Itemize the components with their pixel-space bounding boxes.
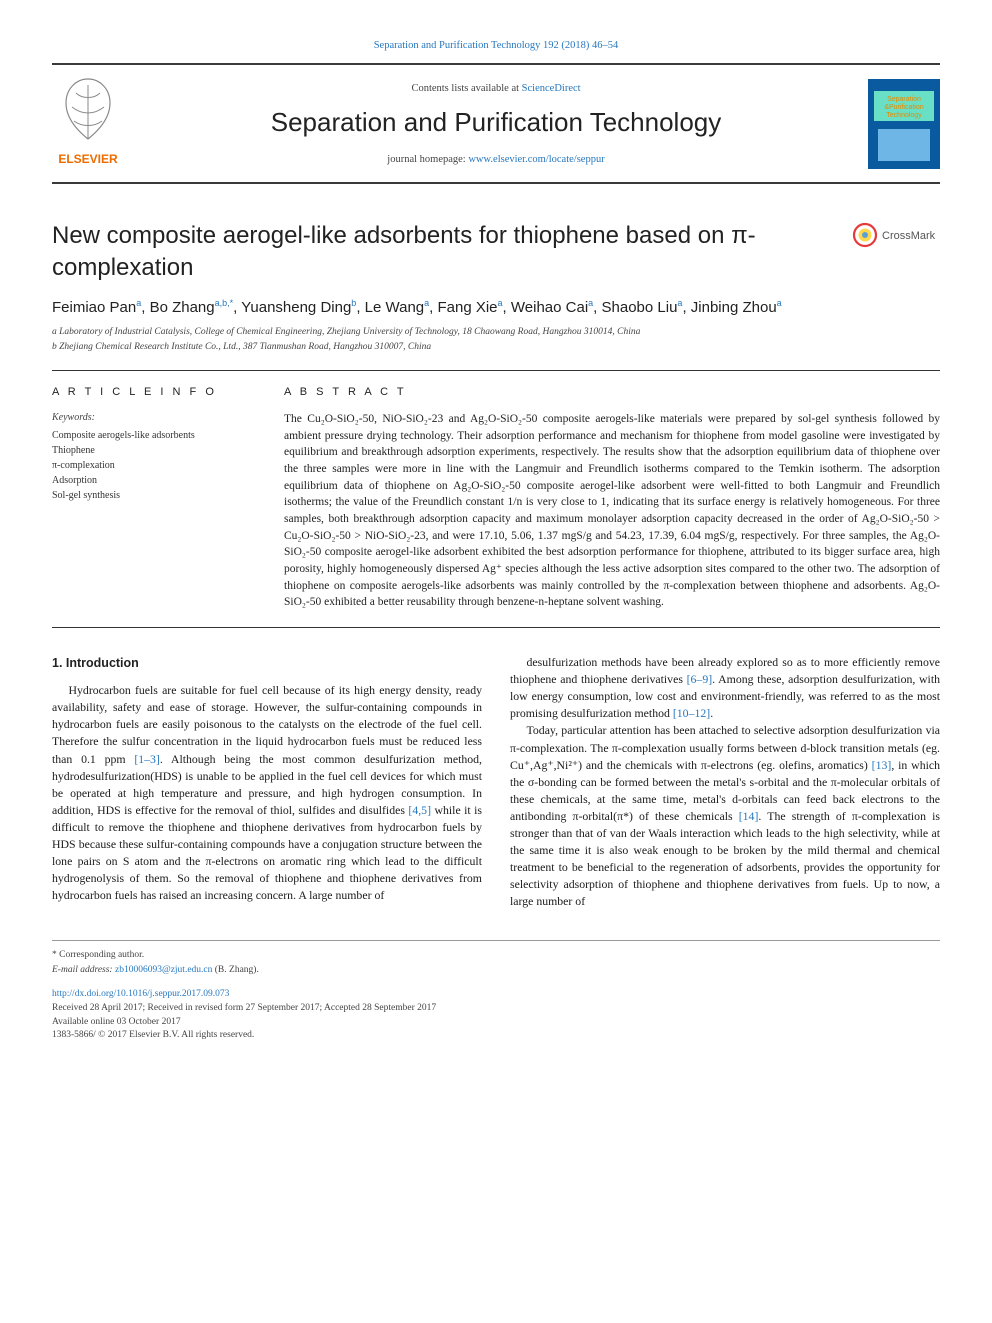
journal-homepage-line: journal homepage: www.elsevier.com/locat… [138, 152, 854, 167]
keyword-item: π-complexation [52, 458, 252, 473]
elsevier-logo: ELSEVIER [52, 73, 124, 174]
body-paragraph: Hydrocarbon fuels are suitable for fuel … [52, 682, 482, 904]
body-two-column: 1. Introduction Hydrocarbon fuels are su… [52, 654, 940, 910]
svg-text:&Purification: &Purification [884, 104, 923, 111]
affiliations: a Laboratory of Industrial Catalysis, Co… [52, 326, 940, 354]
abstract-heading: A B S T R A C T [284, 385, 940, 401]
article-title: New composite aerogel-like adsorbents fo… [52, 220, 812, 282]
keywords-label: Keywords: [52, 411, 252, 426]
contents-lists-line: Contents lists available at ScienceDirec… [138, 81, 854, 96]
doi-link[interactable]: http://dx.doi.org/10.1016/j.seppur.2017.… [52, 989, 229, 999]
keywords-list: Composite aerogels-like adsorbentsThioph… [52, 428, 252, 503]
citation-ref[interactable]: [14] [739, 809, 759, 823]
corresponding-author-note: * Corresponding author. [52, 949, 940, 963]
masthead: ELSEVIER Contents lists available at Sci… [52, 63, 940, 184]
journal-cover-thumbnail: Separation &Purification Technology [868, 79, 940, 169]
article-info-heading: A R T I C L E I N F O [52, 385, 252, 401]
journal-homepage-link[interactable]: www.elsevier.com/locate/seppur [468, 154, 604, 165]
citation-ref[interactable]: [13] [872, 758, 892, 772]
keyword-item: Adsorption [52, 473, 252, 488]
copyright-line: 1383-5866/ © 2017 Elsevier B.V. All righ… [52, 1029, 940, 1043]
body-paragraph: Today, particular attention has been att… [510, 722, 940, 910]
svg-text:Separation: Separation [887, 96, 921, 103]
abstract-text: The Cu₂O-SiO₂-50, NiO-SiO₂-23 and Ag₂O-S… [284, 411, 940, 611]
affiliation-line: a Laboratory of Industrial Catalysis, Co… [52, 326, 940, 339]
keyword-item: Composite aerogels-like adsorbents [52, 428, 252, 443]
citation-ref[interactable]: [6–9] [687, 672, 713, 686]
keyword-item: Thiophene [52, 443, 252, 458]
citation-ref[interactable]: [1–3] [134, 752, 160, 766]
sciencedirect-link[interactable]: ScienceDirect [522, 83, 581, 94]
footer-block: * Corresponding author. E-mail address: … [52, 940, 940, 1043]
elsevier-wordmark: ELSEVIER [58, 152, 118, 166]
corresponding-email-line: E-mail address: zb10006093@zjut.edu.cn (… [52, 964, 940, 978]
svg-text:CrossMark: CrossMark [882, 230, 936, 242]
crossmark-badge[interactable]: CrossMark [852, 222, 940, 253]
svg-text:Technology: Technology [886, 112, 922, 119]
section-heading-intro: 1. Introduction [52, 654, 482, 672]
citation-line: Separation and Purification Technology 1… [52, 38, 940, 53]
affiliation-line: b Zhejiang Chemical Research Institute C… [52, 341, 940, 354]
available-online: Available online 03 October 2017 [52, 1016, 940, 1030]
citation-ref[interactable]: [10–12] [673, 706, 710, 720]
journal-name: Separation and Purification Technology [138, 104, 854, 142]
citation-ref[interactable]: [4,5] [408, 803, 431, 817]
corresponding-email-link[interactable]: zb10006093@zjut.edu.cn [115, 965, 212, 975]
body-paragraph: desulfurization methods have been alread… [510, 654, 940, 722]
authors-list: Feimiao Pana, Bo Zhanga,b,*, Yuansheng D… [52, 297, 940, 319]
article-history: Received 28 April 2017; Received in revi… [52, 1002, 940, 1016]
keyword-item: Sol-gel synthesis [52, 488, 252, 503]
